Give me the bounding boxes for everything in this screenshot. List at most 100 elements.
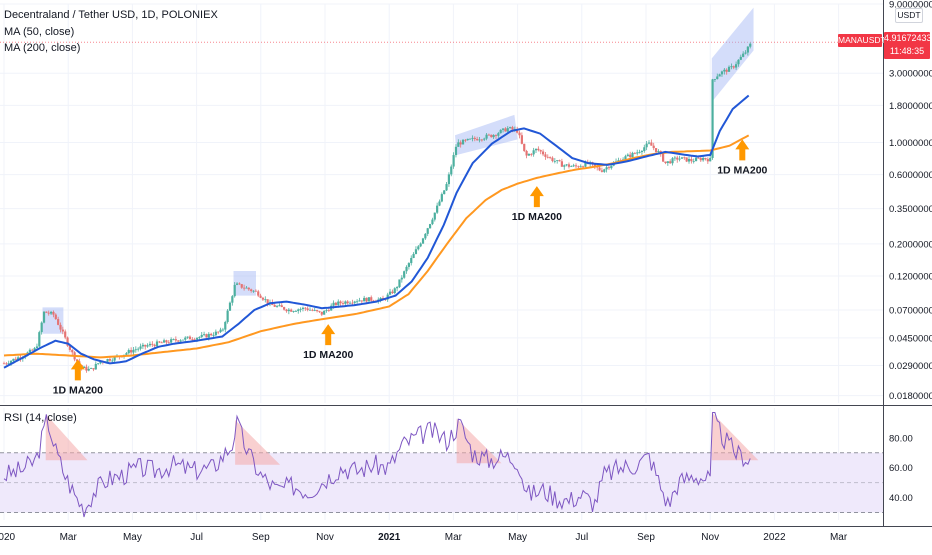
- candle-body: [647, 142, 651, 144]
- candle-body: [485, 134, 488, 139]
- candle-body: [221, 329, 225, 331]
- candle-body: [565, 164, 568, 166]
- candle-body: [466, 138, 469, 141]
- candle-body: [734, 64, 738, 68]
- candle-body: [283, 307, 286, 310]
- candle-body: [396, 287, 399, 289]
- candle-body: [148, 343, 152, 346]
- candle-body: [294, 311, 297, 312]
- candle-body: [188, 336, 192, 340]
- candle-body: [235, 283, 239, 285]
- candle-body: [71, 349, 74, 353]
- rsi-pane: [0, 412, 883, 518]
- candle-body: [664, 161, 667, 164]
- candle-body: [727, 66, 731, 72]
- candle-body: [716, 76, 719, 80]
- candle-body: [454, 146, 458, 156]
- candle-body: [174, 339, 177, 341]
- legend-title[interactable]: Decentraland / Tether USD, 1D, POLONIEX: [4, 9, 218, 21]
- candle-body: [461, 139, 465, 145]
- x-tick-label: Jul: [190, 532, 203, 543]
- candle-body: [17, 357, 20, 360]
- candle-body: [676, 157, 679, 160]
- candle-body: [257, 291, 260, 296]
- candle-body: [490, 134, 493, 138]
- annotation-label: 1D MA200: [53, 384, 103, 396]
- legend-ma200[interactable]: MA (200, close): [4, 42, 80, 54]
- candle-body: [501, 128, 505, 130]
- rsi-tick-label: 80.00: [889, 433, 913, 444]
- candle-body: [476, 139, 479, 141]
- candle-body: [167, 342, 170, 344]
- candle-body: [551, 157, 554, 162]
- legend-ma50[interactable]: MA (50, close): [4, 26, 74, 38]
- candle-body: [94, 363, 97, 370]
- candle-body: [581, 166, 585, 168]
- annotation-label: 1D MA200: [303, 349, 353, 361]
- candle-body: [669, 161, 672, 164]
- candle-body: [348, 302, 352, 304]
- x-tick-label: Mar: [60, 532, 78, 543]
- candle-body: [245, 287, 248, 289]
- candle-body: [360, 300, 363, 302]
- candle-body: [137, 348, 140, 350]
- candle-body: [264, 299, 267, 301]
- currency-badge[interactable]: USDT: [895, 8, 923, 23]
- candle-body: [574, 165, 578, 167]
- up-arrow-icon: [321, 324, 336, 346]
- candle-body: [139, 346, 142, 349]
- candle-body: [323, 310, 326, 315]
- candle-body: [553, 160, 556, 162]
- annotation-label: 1D MA200: [512, 211, 562, 223]
- candle-body: [610, 165, 613, 169]
- x-tick-label: May: [508, 532, 527, 543]
- candle-body: [224, 321, 227, 330]
- candle-body: [412, 253, 415, 258]
- bar-countdown: 11:48:35: [889, 46, 925, 56]
- candle-body: [365, 297, 368, 302]
- candle-body: [478, 139, 481, 141]
- candle-body: [75, 359, 79, 362]
- x-tick-label: Sep: [252, 532, 270, 543]
- candle-body: [130, 350, 133, 353]
- candle-body: [440, 194, 443, 202]
- candle-body: [125, 353, 128, 355]
- candle-body: [633, 152, 636, 154]
- candle-body: [42, 311, 46, 323]
- candle-body: [172, 339, 175, 340]
- candle-body: [452, 155, 455, 167]
- candle-body: [320, 311, 323, 315]
- candle-body: [318, 311, 321, 312]
- candle-body: [556, 160, 559, 162]
- candle-body: [579, 166, 582, 168]
- rsi-label: RSI (14, close): [4, 412, 77, 424]
- candle-body: [33, 348, 36, 351]
- candle-body: [285, 309, 288, 312]
- candle-body: [560, 161, 563, 167]
- grid: [0, 3, 883, 520]
- candle-body: [450, 166, 453, 175]
- ticker-badge: MANAUSDT: [838, 34, 886, 47]
- candle-body: [636, 152, 639, 154]
- legend-rsi[interactable]: RSI (14, close): [4, 412, 77, 424]
- candle-body: [151, 343, 154, 345]
- candle-body: [59, 324, 62, 330]
- candle-body: [544, 154, 547, 157]
- candle-body: [297, 309, 300, 312]
- candle-body: [280, 305, 283, 308]
- candle-body: [153, 344, 156, 347]
- ma200-line: [3, 134, 750, 359]
- candle-body: [527, 154, 531, 156]
- candles: [2, 42, 752, 373]
- x-tick-label: 2020: [0, 532, 16, 543]
- candle-body: [704, 158, 707, 160]
- candle-body: [650, 142, 653, 146]
- candle-body: [685, 157, 688, 162]
- candle-body: [506, 128, 509, 132]
- candle-body: [12, 358, 15, 361]
